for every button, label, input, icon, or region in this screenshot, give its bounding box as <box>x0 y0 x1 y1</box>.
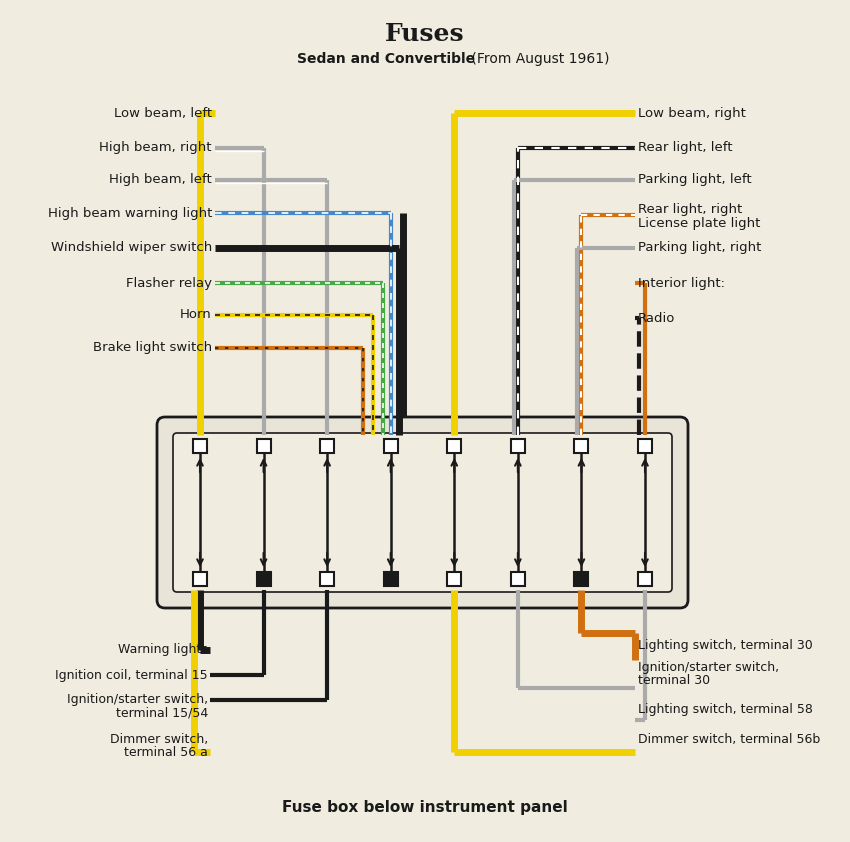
Text: License plate light: License plate light <box>638 216 761 230</box>
Text: Ignition coil, terminal 15: Ignition coil, terminal 15 <box>55 669 208 681</box>
Bar <box>193 439 207 453</box>
Text: Brake light switch: Brake light switch <box>93 342 212 354</box>
Text: Warning lights: Warning lights <box>118 643 208 657</box>
Bar <box>257 439 270 453</box>
Bar <box>638 439 652 453</box>
Bar <box>575 439 588 453</box>
Text: Flasher relay: Flasher relay <box>126 276 212 290</box>
Bar <box>511 439 524 453</box>
Text: terminal 30: terminal 30 <box>638 674 710 688</box>
Bar <box>447 439 462 453</box>
Text: Rear light, left: Rear light, left <box>638 141 733 154</box>
Bar <box>320 439 334 453</box>
Text: Interior light:: Interior light: <box>638 276 725 290</box>
Text: Fuse box below instrument panel: Fuse box below instrument panel <box>282 800 568 815</box>
Text: Dimmer switch, terminal 56b: Dimmer switch, terminal 56b <box>638 733 820 747</box>
FancyBboxPatch shape <box>157 417 688 608</box>
Text: Sedan and Convertible: Sedan and Convertible <box>297 52 475 66</box>
FancyBboxPatch shape <box>173 433 672 592</box>
Text: Ignition/starter switch,: Ignition/starter switch, <box>67 694 208 706</box>
Text: terminal 56 a: terminal 56 a <box>124 747 208 759</box>
Bar <box>575 572 588 586</box>
Text: High beam warning light: High beam warning light <box>48 206 212 220</box>
Bar <box>193 572 207 586</box>
Bar <box>383 439 398 453</box>
Text: Low beam, right: Low beam, right <box>638 106 745 120</box>
Text: terminal 15/54: terminal 15/54 <box>116 706 208 720</box>
Text: (From August 1961): (From August 1961) <box>467 52 609 66</box>
Text: Dimmer switch,: Dimmer switch, <box>110 733 208 747</box>
Text: High beam, right: High beam, right <box>99 141 212 154</box>
Bar <box>383 572 398 586</box>
Text: Horn: Horn <box>180 308 212 322</box>
Text: Radio: Radio <box>638 312 676 324</box>
Text: Ignition/starter switch,: Ignition/starter switch, <box>638 662 779 674</box>
Text: Low beam, left: Low beam, left <box>114 106 212 120</box>
Text: Lighting switch, terminal 58: Lighting switch, terminal 58 <box>638 704 813 717</box>
Text: Parking light, left: Parking light, left <box>638 173 751 186</box>
Bar <box>447 572 462 586</box>
Text: Fuses: Fuses <box>385 22 465 46</box>
Text: Rear light, right: Rear light, right <box>638 204 742 216</box>
Bar <box>638 572 652 586</box>
Text: High beam, left: High beam, left <box>110 173 212 186</box>
Text: Lighting switch, terminal 30: Lighting switch, terminal 30 <box>638 638 813 652</box>
Bar <box>511 572 524 586</box>
Text: Windshield wiper switch: Windshield wiper switch <box>51 242 212 254</box>
Text: Parking light, right: Parking light, right <box>638 242 762 254</box>
Bar <box>257 572 270 586</box>
Bar <box>320 572 334 586</box>
